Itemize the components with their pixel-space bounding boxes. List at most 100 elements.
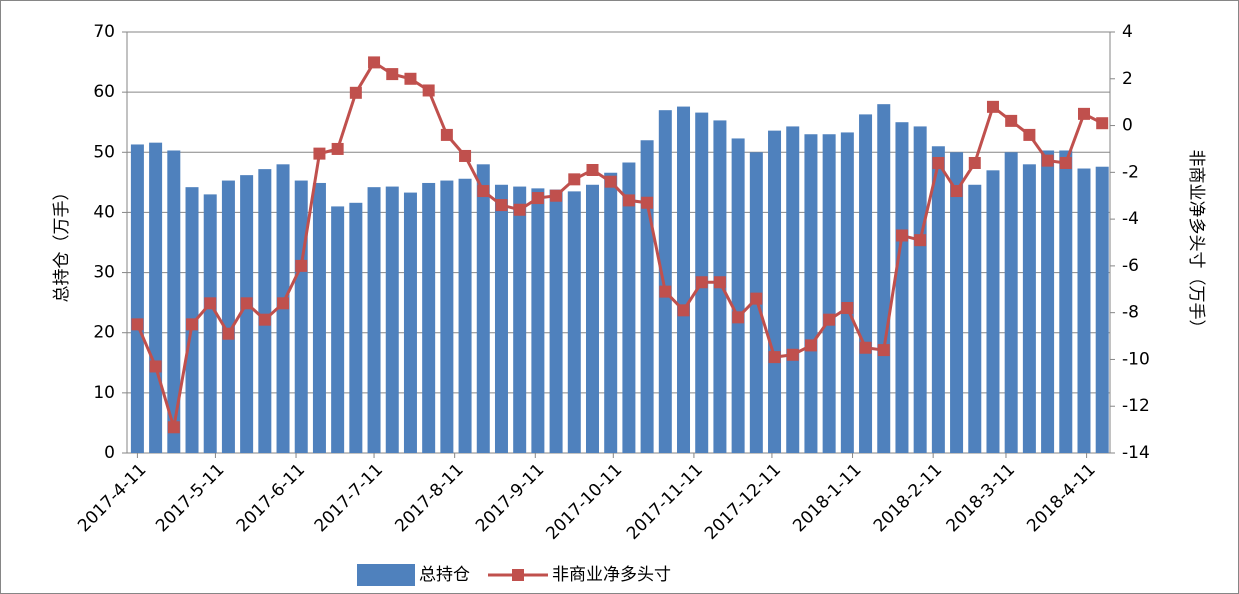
bar	[931, 146, 945, 453]
marker	[368, 56, 381, 69]
marker	[568, 173, 581, 186]
marker	[386, 68, 399, 81]
bar	[1004, 152, 1018, 454]
marker	[695, 276, 708, 289]
marker	[240, 297, 253, 310]
bar	[804, 134, 818, 453]
bar	[1041, 150, 1055, 453]
bar	[240, 175, 254, 453]
legend-label: 总持仓	[419, 565, 470, 585]
bar	[1059, 150, 1073, 453]
marker	[768, 351, 781, 364]
marker	[422, 84, 435, 97]
marker	[477, 185, 490, 198]
marker	[1077, 107, 1090, 120]
marker	[1096, 117, 1109, 130]
bar	[604, 172, 618, 453]
marker	[513, 203, 526, 216]
marker	[349, 86, 362, 99]
bar	[367, 187, 381, 453]
marker	[222, 327, 235, 340]
marker	[1023, 128, 1036, 141]
legend-label: 非商业净多头寸	[552, 565, 671, 585]
y2-tick-label: -14	[1122, 443, 1150, 463]
marker	[586, 163, 599, 176]
bar	[549, 189, 563, 453]
marker	[895, 229, 908, 242]
bar	[458, 178, 472, 453]
marker	[167, 421, 180, 434]
marker	[804, 339, 817, 352]
bar	[494, 184, 508, 453]
marker	[968, 156, 981, 169]
bar	[294, 180, 308, 453]
marker	[677, 304, 690, 317]
y-tick-label: 0	[104, 443, 115, 463]
marker	[204, 297, 217, 310]
bar	[349, 202, 363, 453]
marker	[131, 318, 144, 331]
bar	[786, 126, 800, 453]
marker	[786, 348, 799, 361]
bar	[640, 140, 654, 453]
marker	[641, 196, 654, 209]
bar	[403, 192, 417, 453]
marker	[750, 292, 763, 305]
marker	[659, 285, 672, 298]
bar	[149, 142, 163, 454]
marker	[713, 276, 726, 289]
bar	[822, 134, 836, 453]
marker	[950, 185, 963, 198]
marker	[459, 149, 472, 162]
bar	[658, 110, 672, 453]
marker	[823, 313, 836, 326]
marker	[186, 318, 199, 331]
legend-swatch	[357, 564, 415, 586]
y2-tick-label: -2	[1122, 162, 1139, 182]
y2-tick-label: -4	[1122, 209, 1139, 229]
marker	[149, 360, 162, 373]
y2-tick-label: 2	[1122, 69, 1133, 89]
bar	[203, 194, 217, 453]
bar	[331, 206, 345, 453]
y-tick-label: 20	[93, 323, 115, 343]
bar	[130, 144, 144, 453]
marker	[277, 297, 290, 310]
y2-tick-label: -10	[1122, 349, 1150, 369]
y-tick-label: 60	[93, 82, 115, 102]
marker	[404, 72, 417, 85]
y2-axis-label: 非商业净多头寸（万手）	[1186, 150, 1206, 337]
bar	[1077, 168, 1091, 453]
marker	[1005, 114, 1018, 127]
y-axis-label: 总持仓（万手）	[52, 184, 72, 303]
marker	[841, 301, 854, 314]
bar	[312, 182, 326, 454]
marker	[313, 147, 326, 160]
marker	[331, 142, 344, 155]
bar	[986, 170, 1000, 454]
bar	[622, 162, 636, 453]
bar	[1095, 166, 1109, 453]
bar	[513, 186, 527, 453]
bar	[895, 122, 909, 453]
y2-tick-label: 4	[1122, 22, 1133, 42]
marker	[495, 199, 508, 212]
marker	[932, 156, 945, 169]
marker	[914, 234, 927, 247]
bar	[167, 150, 181, 453]
bar	[968, 184, 982, 453]
bar	[385, 186, 399, 453]
marker	[859, 341, 872, 354]
bar	[859, 114, 873, 453]
marker	[1041, 154, 1054, 167]
marker	[622, 194, 635, 207]
y2-tick-label: -8	[1122, 303, 1139, 323]
marker	[295, 259, 308, 272]
y2-tick-label: -6	[1122, 256, 1139, 276]
bar	[913, 126, 927, 453]
bar	[950, 152, 964, 454]
marker	[1059, 156, 1072, 169]
marker	[877, 344, 890, 357]
y-tick-label: 70	[93, 22, 115, 42]
bar	[585, 184, 599, 453]
